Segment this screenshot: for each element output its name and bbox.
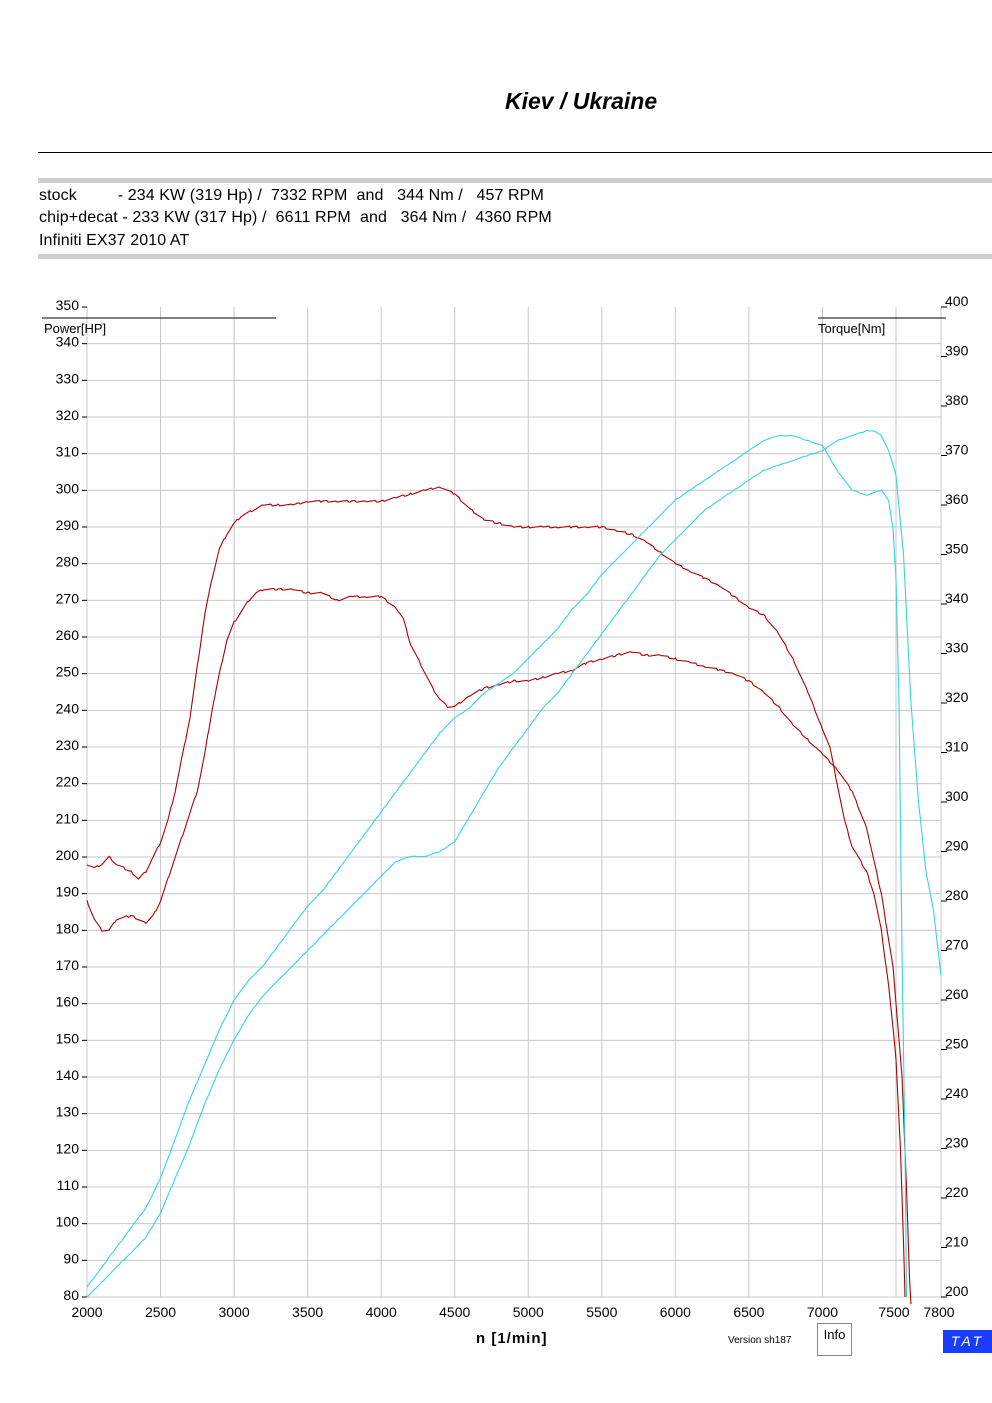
power-axis: 80 90 100 110 120 130 140 150 160 170 180 190 200 210… bbox=[56, 297, 87, 1303]
power-tick-label: 220 bbox=[56, 774, 80, 790]
torque-tick-label: 360 bbox=[945, 491, 969, 507]
rpm-tick-label: 3000 bbox=[219, 1304, 250, 1320]
power-tick-label: 190 bbox=[56, 884, 80, 900]
power-tick-label: 260 bbox=[56, 627, 80, 643]
torque-tick-label: 230 bbox=[945, 1135, 969, 1151]
torque-tick-label: 310 bbox=[945, 739, 969, 755]
info-line-vehicle: Infiniti EX37 2010 AT bbox=[39, 232, 190, 249]
torque-tick-label: 240 bbox=[945, 1085, 969, 1101]
torque-tick-label: 330 bbox=[945, 640, 969, 656]
torque-tick-label: 270 bbox=[945, 937, 969, 953]
series-power-stock bbox=[86, 587, 912, 1305]
power-tick-label: 350 bbox=[56, 297, 80, 313]
power-tick-label: 100 bbox=[56, 1214, 80, 1230]
series-torque-chipdecat bbox=[86, 434, 908, 1298]
power-tick-label: 80 bbox=[63, 1287, 79, 1303]
torque-tick-label: 200 bbox=[945, 1283, 969, 1299]
header-rule bbox=[38, 152, 992, 153]
power-tick-label: 320 bbox=[56, 407, 80, 423]
torque-tick-label: 380 bbox=[945, 392, 969, 408]
torque-tick-label: 290 bbox=[945, 838, 969, 854]
power-tick-label: 200 bbox=[56, 847, 80, 863]
power-tick-label: 150 bbox=[56, 1030, 80, 1046]
torque-tick-label: 260 bbox=[945, 986, 969, 1002]
rpm-tick-label: 6000 bbox=[660, 1304, 691, 1320]
info-top-rule bbox=[38, 178, 992, 183]
rpm-tick-label: 2000 bbox=[71, 1304, 102, 1320]
rpm-axis: 2000 2500 3000 3500 4000 4500 5000 5500 6000 6500… bbox=[71, 1304, 954, 1320]
power-tick-label: 310 bbox=[56, 444, 80, 460]
power-tick-label: 120 bbox=[56, 1140, 80, 1156]
axis-labels: Power[HP] Torque[Nm] bbox=[42, 317, 946, 336]
power-tick-label: 290 bbox=[56, 517, 80, 533]
series-power-chipdecat bbox=[86, 486, 906, 1298]
rpm-tick-label: 7800 bbox=[923, 1304, 954, 1320]
power-tick-label: 330 bbox=[56, 370, 80, 386]
rpm-tick-label: 5000 bbox=[513, 1304, 544, 1320]
rpm-tick-label: 2500 bbox=[145, 1304, 176, 1320]
page-title: Kiev / Ukraine bbox=[505, 88, 658, 114]
torque-tick-label: 250 bbox=[945, 1036, 969, 1052]
series-torque-stock bbox=[86, 429, 942, 1298]
power-tick-label: 180 bbox=[56, 920, 80, 936]
torque-tick-label: 340 bbox=[945, 590, 969, 606]
power-tick-label: 160 bbox=[56, 994, 80, 1010]
rpm-tick-label: 4000 bbox=[366, 1304, 397, 1320]
rpm-tick-label: 7500 bbox=[878, 1304, 909, 1320]
power-axis-label: Power[HP] bbox=[44, 321, 106, 336]
chart-grid bbox=[86, 307, 942, 1298]
torque-tick-label: 350 bbox=[945, 541, 969, 557]
power-tick-label: 250 bbox=[56, 664, 80, 680]
info-line-stock: stock - 234 KW (319 Hp) / 7332 RPM and 3… bbox=[39, 187, 544, 204]
power-tick-label: 270 bbox=[56, 590, 80, 606]
info-line-chip: chip+decat - 233 KW (317 Hp) / 6611 RPM … bbox=[39, 209, 552, 226]
power-tick-label: 140 bbox=[56, 1067, 80, 1083]
power-tick-label: 210 bbox=[56, 810, 80, 826]
rpm-tick-label: 5500 bbox=[586, 1304, 617, 1320]
rpm-tick-label: 3500 bbox=[292, 1304, 323, 1320]
power-tick-label: 170 bbox=[56, 957, 80, 973]
x-axis-label: n [1/min] bbox=[476, 1330, 548, 1347]
info-bottom-rule bbox=[38, 254, 992, 259]
torque-axis: 200 210 220 230 240 250 260 270 280 290 300 310 320 3… bbox=[941, 293, 969, 1299]
tat-logo: TAT bbox=[943, 1330, 992, 1353]
power-tick-label: 340 bbox=[56, 334, 80, 350]
version-text: Version sh187 bbox=[728, 1335, 792, 1346]
torque-tick-label: 300 bbox=[945, 788, 969, 804]
torque-tick-label: 210 bbox=[945, 1234, 969, 1250]
torque-tick-label: 320 bbox=[945, 689, 969, 705]
torque-axis-label: Torque[Nm] bbox=[818, 321, 885, 336]
torque-tick-label: 220 bbox=[945, 1184, 969, 1200]
torque-tick-label: 280 bbox=[945, 887, 969, 903]
torque-tick-label: 370 bbox=[945, 442, 969, 458]
power-tick-label: 300 bbox=[56, 480, 80, 496]
power-tick-label: 90 bbox=[63, 1250, 79, 1266]
power-tick-label: 110 bbox=[57, 1177, 80, 1193]
torque-tick-label: 400 bbox=[945, 293, 969, 309]
rpm-tick-label: 4500 bbox=[439, 1304, 470, 1320]
rpm-tick-label: 6500 bbox=[733, 1304, 764, 1320]
power-tick-label: 230 bbox=[56, 737, 80, 753]
torque-tick-label: 390 bbox=[945, 343, 969, 359]
power-tick-label: 240 bbox=[56, 700, 80, 716]
info-button[interactable]: Info bbox=[817, 1323, 852, 1356]
chart-series bbox=[86, 429, 942, 1305]
power-tick-label: 280 bbox=[56, 554, 80, 570]
power-tick-label: 130 bbox=[56, 1104, 80, 1120]
rpm-tick-label: 7000 bbox=[807, 1304, 838, 1320]
